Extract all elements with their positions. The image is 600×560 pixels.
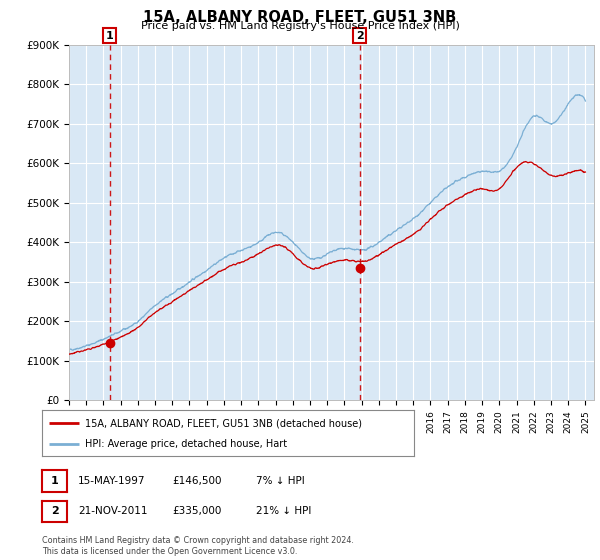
Text: 1: 1 bbox=[106, 31, 113, 41]
Text: £335,000: £335,000 bbox=[172, 506, 221, 516]
Text: 1: 1 bbox=[51, 476, 58, 486]
Text: 21% ↓ HPI: 21% ↓ HPI bbox=[256, 506, 311, 516]
Text: 21-NOV-2011: 21-NOV-2011 bbox=[78, 506, 148, 516]
Text: Contains HM Land Registry data © Crown copyright and database right 2024.
This d: Contains HM Land Registry data © Crown c… bbox=[42, 536, 354, 556]
Text: 7% ↓ HPI: 7% ↓ HPI bbox=[256, 476, 305, 486]
Text: 15A, ALBANY ROAD, FLEET, GU51 3NB: 15A, ALBANY ROAD, FLEET, GU51 3NB bbox=[143, 10, 457, 25]
Text: 15-MAY-1997: 15-MAY-1997 bbox=[78, 476, 146, 486]
Text: 15A, ALBANY ROAD, FLEET, GU51 3NB (detached house): 15A, ALBANY ROAD, FLEET, GU51 3NB (detac… bbox=[85, 418, 362, 428]
Text: 2: 2 bbox=[356, 31, 364, 41]
Text: £146,500: £146,500 bbox=[172, 476, 222, 486]
Text: Price paid vs. HM Land Registry's House Price Index (HPI): Price paid vs. HM Land Registry's House … bbox=[140, 21, 460, 31]
Text: HPI: Average price, detached house, Hart: HPI: Average price, detached house, Hart bbox=[85, 438, 287, 449]
Text: 2: 2 bbox=[51, 506, 58, 516]
